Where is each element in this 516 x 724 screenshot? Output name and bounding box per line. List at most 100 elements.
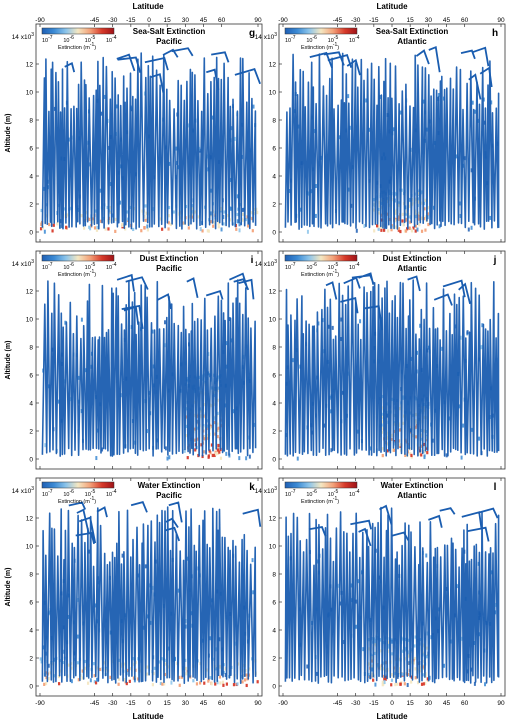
x-tick-label: -90 xyxy=(278,17,288,24)
y-tick-label: 4 xyxy=(29,174,33,181)
extinction-cell xyxy=(404,229,408,233)
y-tick-label: 12 xyxy=(269,289,277,296)
extinction-cell xyxy=(191,207,194,211)
bottom-axis-label: Latitude xyxy=(132,712,164,721)
x-tick-label: 30 xyxy=(182,700,190,707)
extinction-cell xyxy=(157,660,161,664)
top-axis-label: Latitude xyxy=(132,2,164,11)
extinction-cell xyxy=(96,677,99,682)
extinction-cell xyxy=(480,345,483,350)
y-tick-label: 8 xyxy=(272,572,276,579)
extinction-cell xyxy=(423,207,426,211)
extinction-cell xyxy=(119,200,122,205)
extinction-cell xyxy=(180,675,183,679)
extinction-cell xyxy=(99,219,103,223)
extinction-cell xyxy=(88,217,91,221)
flight-track xyxy=(284,52,500,230)
extinction-cell xyxy=(460,455,463,460)
extinction-cell xyxy=(241,680,244,684)
extinction-cell xyxy=(216,411,219,415)
panel-k: 0 2 4 6 8 10 12 14 x103 Altitude (m) -90 -45 -30 -15… xyxy=(5,477,263,707)
extinction-cell xyxy=(409,452,412,456)
extinction-cell xyxy=(371,664,374,668)
extinction-cell xyxy=(362,647,365,652)
extinction-cell xyxy=(390,673,393,677)
colorbar-tick-label: 10-4 xyxy=(349,35,360,44)
extinction-cell xyxy=(209,676,212,680)
extinction-cell xyxy=(386,442,389,446)
x-tick-label: -30 xyxy=(351,17,361,24)
extinction-cell xyxy=(207,455,210,459)
y-axis-label: Altitude (m) xyxy=(5,114,12,153)
extinction-cell xyxy=(437,93,440,98)
panel-letter: i xyxy=(251,255,254,266)
extinction-cell xyxy=(177,588,180,593)
extinction-cell xyxy=(80,214,83,218)
y-tick-label-top: 14 x103 xyxy=(12,486,35,495)
extinction-cell xyxy=(167,227,170,231)
x-tick-label: 15 xyxy=(407,17,415,24)
extinction-cell xyxy=(107,227,110,231)
extinction-cell xyxy=(167,214,170,218)
extinction-cell xyxy=(83,659,87,664)
x-tick-label: 90 xyxy=(254,700,262,707)
extinction-cell xyxy=(94,681,98,685)
extinction-cell xyxy=(214,682,217,686)
extinction-cell xyxy=(417,190,420,194)
extinction-cell xyxy=(151,683,154,687)
extinction-cell xyxy=(367,672,370,677)
extinction-cell xyxy=(314,213,317,218)
extinction-cell xyxy=(377,224,380,229)
extinction-cell xyxy=(422,429,425,433)
colorbar-tick-label: 10-6 xyxy=(63,489,74,498)
extinction-cell xyxy=(419,665,422,670)
extinction-cell xyxy=(247,224,250,228)
extinction-cell xyxy=(76,634,79,639)
extinction-cell xyxy=(67,663,70,667)
panel-letter: k xyxy=(249,482,255,493)
y-tick-label: 10 xyxy=(26,544,34,551)
flight-track xyxy=(284,506,500,684)
extinction-cell xyxy=(169,222,172,226)
extinction-cell xyxy=(241,207,244,212)
extinction-cell xyxy=(238,222,241,227)
extinction-cell xyxy=(163,320,166,325)
extinction-cell xyxy=(405,212,408,216)
y-tick-label: 0 xyxy=(29,457,33,464)
extinction-cell xyxy=(89,678,92,683)
extinction-cell xyxy=(417,211,420,215)
y-tick-label: 2 xyxy=(29,202,33,209)
extinction-cell xyxy=(144,564,147,569)
extinction-cell xyxy=(399,682,402,686)
colorbar xyxy=(41,254,115,262)
extinction-cell xyxy=(414,412,417,417)
colorbar-label: Extinction (m-1) xyxy=(58,496,96,505)
extinction-cell xyxy=(96,225,99,229)
extinction-cell xyxy=(191,204,194,208)
extinction-cell xyxy=(414,224,417,228)
extinction-cell xyxy=(94,603,97,608)
extinction-cell xyxy=(466,330,469,335)
extinction-cell xyxy=(172,210,175,214)
y-axis-label: Altitude (m) xyxy=(5,568,12,607)
extinction-cell xyxy=(401,672,404,676)
x-tick-label: 15 xyxy=(407,700,415,707)
colorbar-tick-label: 10-7 xyxy=(285,262,296,271)
extinction-cell xyxy=(137,677,140,681)
extinction-cell xyxy=(229,206,232,211)
y-tick-label: 0 xyxy=(29,230,33,237)
extinction-cell xyxy=(416,680,420,685)
extinction-cell xyxy=(95,456,98,461)
extinction-cell xyxy=(236,682,239,686)
x-tick-label: 0 xyxy=(147,700,151,707)
extinction-cell xyxy=(47,677,50,681)
x-tick-label: -15 xyxy=(126,17,136,24)
extinction-cell xyxy=(236,219,239,224)
panel-subtitle: Pacific xyxy=(156,37,182,46)
plot-area xyxy=(284,45,500,234)
x-tick-label: 60 xyxy=(218,17,226,24)
extinction-cell xyxy=(123,662,126,666)
x-tick-label: -15 xyxy=(369,17,379,24)
extinction-cell xyxy=(256,210,259,215)
y-tick-label: 6 xyxy=(29,146,33,153)
